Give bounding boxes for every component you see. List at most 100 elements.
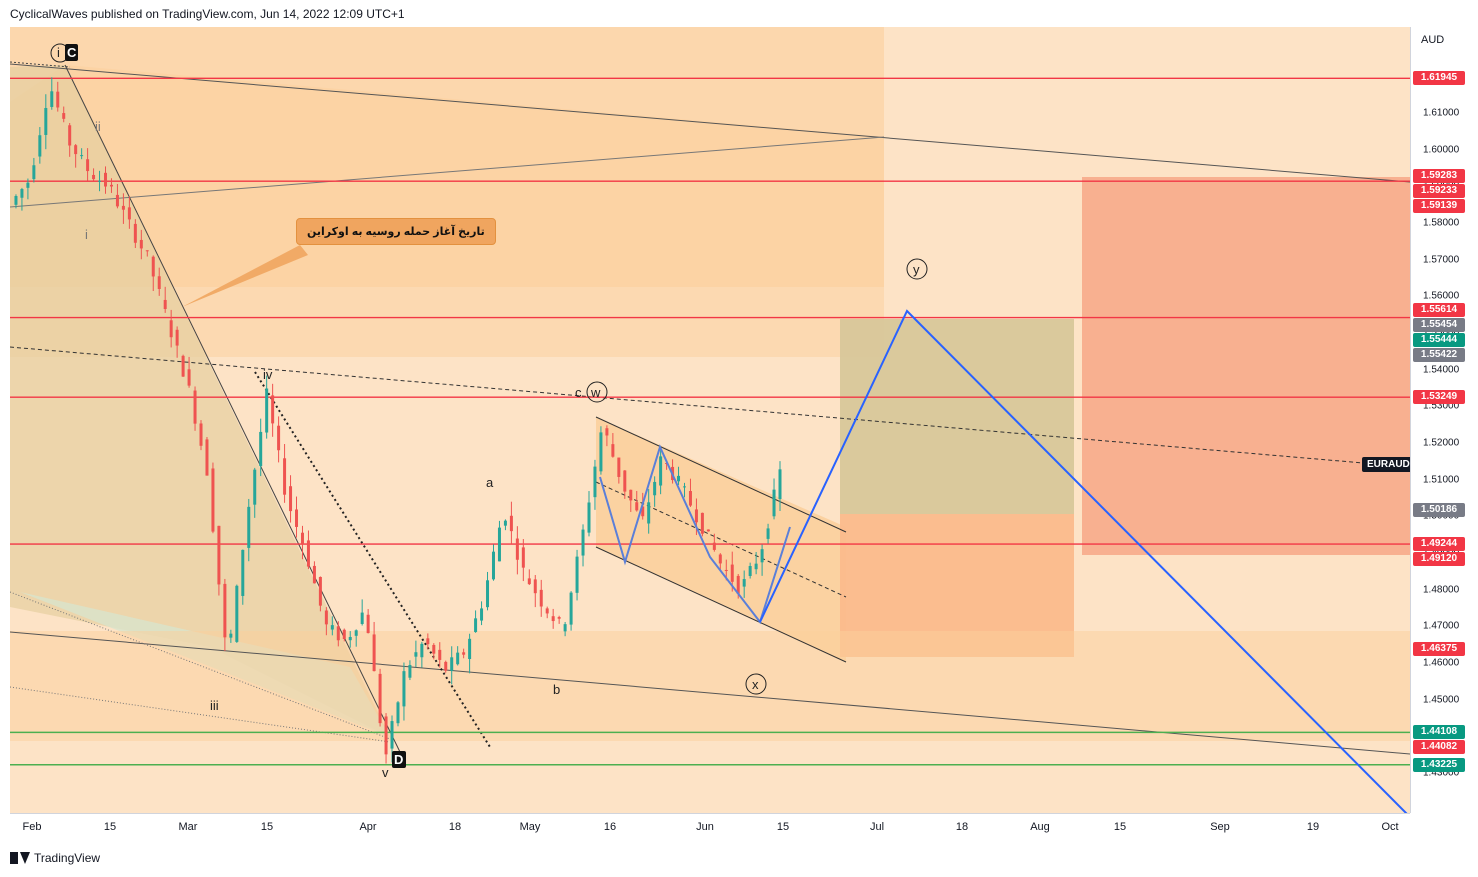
dotted-trendline bbox=[254, 371, 491, 748]
candle-body bbox=[271, 395, 275, 424]
price-tick-16: 1.45000 bbox=[1423, 694, 1460, 706]
price-tick-3: 1.58000 bbox=[1423, 217, 1460, 229]
candle-body bbox=[712, 542, 716, 550]
candle-body bbox=[575, 556, 579, 593]
candle-body bbox=[700, 512, 704, 534]
price-tick-13: 1.48000 bbox=[1423, 584, 1460, 596]
annotation-pointer bbox=[182, 245, 308, 307]
candle-body bbox=[50, 91, 54, 107]
annotation-callout[interactable]: تاریخ آغاز حمله روسیه به اوکراین bbox=[296, 218, 496, 245]
chart-plot-area[interactable]: i C ii i iv iii v D a b c w x y تاریخ آغ… bbox=[10, 27, 1410, 813]
candle-body bbox=[336, 626, 340, 641]
candle-body bbox=[300, 532, 304, 545]
channel-mid bbox=[595, 481, 847, 598]
candle-body bbox=[26, 182, 30, 188]
candle-body bbox=[682, 486, 686, 488]
candle-body bbox=[486, 580, 490, 608]
candle-body bbox=[169, 320, 173, 338]
wave-d-box bbox=[392, 751, 406, 768]
price-badge-10: 1.49244 bbox=[1413, 537, 1465, 552]
horizontal-levels bbox=[10, 77, 1410, 766]
price-tick-14: 1.47000 bbox=[1423, 620, 1460, 632]
wave-label-b: b bbox=[553, 682, 560, 697]
candle-body bbox=[366, 614, 370, 634]
candle-body bbox=[68, 125, 72, 146]
wave-label-a: a bbox=[486, 475, 494, 490]
time-tick-10: Jul bbox=[869, 821, 885, 833]
dashed-midline bbox=[10, 346, 1410, 468]
price-tick-15: 1.46000 bbox=[1423, 657, 1460, 669]
candle-body bbox=[533, 579, 537, 594]
candle-body bbox=[491, 551, 495, 580]
candle-body bbox=[145, 250, 149, 252]
time-tick-11: 18 bbox=[955, 821, 969, 833]
projection-paths bbox=[599, 309, 1408, 813]
candle-body bbox=[444, 661, 448, 671]
candle-body bbox=[742, 579, 746, 587]
candle-body bbox=[521, 547, 525, 568]
candle-body bbox=[38, 135, 42, 157]
price-badge-13: 1.44108 bbox=[1413, 725, 1465, 740]
price-tick-7: 1.54000 bbox=[1423, 364, 1460, 376]
price-badge-7: 1.55422 bbox=[1413, 348, 1465, 363]
price-badge-15: 1.43225 bbox=[1413, 757, 1465, 772]
wave-label-i-top: i bbox=[57, 45, 60, 60]
rising-trendline bbox=[10, 136, 885, 208]
candle-body bbox=[283, 458, 287, 495]
candle-body bbox=[56, 91, 60, 108]
price-tick-4: 1.57000 bbox=[1423, 254, 1460, 266]
candle-body bbox=[235, 585, 239, 642]
price-badge-1: 1.59283 bbox=[1413, 168, 1465, 183]
candle-body bbox=[569, 592, 573, 625]
candle-body bbox=[318, 576, 322, 606]
chart-svg[interactable]: i C ii i iv iii v D a b c w x y bbox=[10, 27, 1410, 813]
candle-body bbox=[74, 145, 78, 155]
wave-label-iv: iv bbox=[263, 367, 273, 382]
sell-zone-red bbox=[1082, 177, 1410, 555]
candle-body bbox=[438, 649, 442, 660]
lower-descending-trendline bbox=[10, 631, 1410, 755]
price-badge-0: 1.61945 bbox=[1413, 71, 1465, 86]
candle-body bbox=[348, 636, 352, 641]
footer-brand-text: TradingView bbox=[34, 851, 101, 865]
time-tick-15: 19 bbox=[1306, 821, 1320, 833]
wave-label-w: w bbox=[590, 385, 601, 400]
candle-body bbox=[44, 108, 48, 135]
candle-body bbox=[563, 624, 567, 632]
candle-body bbox=[736, 575, 740, 594]
candle-body bbox=[456, 652, 460, 665]
candle-body bbox=[635, 502, 639, 511]
price-badge-11: 1.49120 bbox=[1413, 552, 1465, 567]
price-badge-5: 1.55454 bbox=[1413, 318, 1465, 333]
candle-body bbox=[265, 388, 269, 433]
price-badge-2: 1.59233 bbox=[1413, 183, 1465, 198]
time-axis[interactable]: Feb 15 Mar 15 Apr 18 May 16 Jun 15 Jul 18 Aug 15 Sep 19… bbox=[10, 813, 1410, 842]
candle-body bbox=[659, 456, 663, 486]
candle-body bbox=[587, 502, 591, 533]
candle-body bbox=[157, 276, 161, 289]
candle-body bbox=[545, 608, 549, 614]
time-tick-4: Apr bbox=[359, 821, 377, 833]
candle-body bbox=[706, 529, 710, 532]
price-tick-6: 1.55000 bbox=[1423, 328, 1459, 339]
wave-label-d: D bbox=[394, 752, 403, 767]
price-axis[interactable]: AUD 1.610001.600001.590001.580001.570001… bbox=[1410, 27, 1478, 813]
candle-body bbox=[324, 610, 328, 625]
candle-body bbox=[509, 515, 513, 532]
candle-body bbox=[629, 489, 633, 501]
candle-body bbox=[647, 502, 651, 524]
channel-top bbox=[595, 416, 847, 533]
candle-body bbox=[121, 205, 125, 210]
candle-body bbox=[748, 565, 752, 576]
candle-body bbox=[766, 528, 770, 539]
candle-body bbox=[360, 612, 364, 624]
triangle-zone-olive bbox=[10, 65, 390, 737]
wave-label-c-small: c bbox=[575, 385, 582, 400]
price-badge-6: 1.55444 bbox=[1413, 333, 1465, 348]
wave-x-circle bbox=[745, 673, 767, 695]
candle-body bbox=[462, 652, 466, 655]
candle-body bbox=[402, 671, 406, 707]
wave-label-x: x bbox=[752, 677, 759, 692]
candle-body bbox=[432, 644, 436, 654]
candle-body bbox=[205, 439, 209, 476]
